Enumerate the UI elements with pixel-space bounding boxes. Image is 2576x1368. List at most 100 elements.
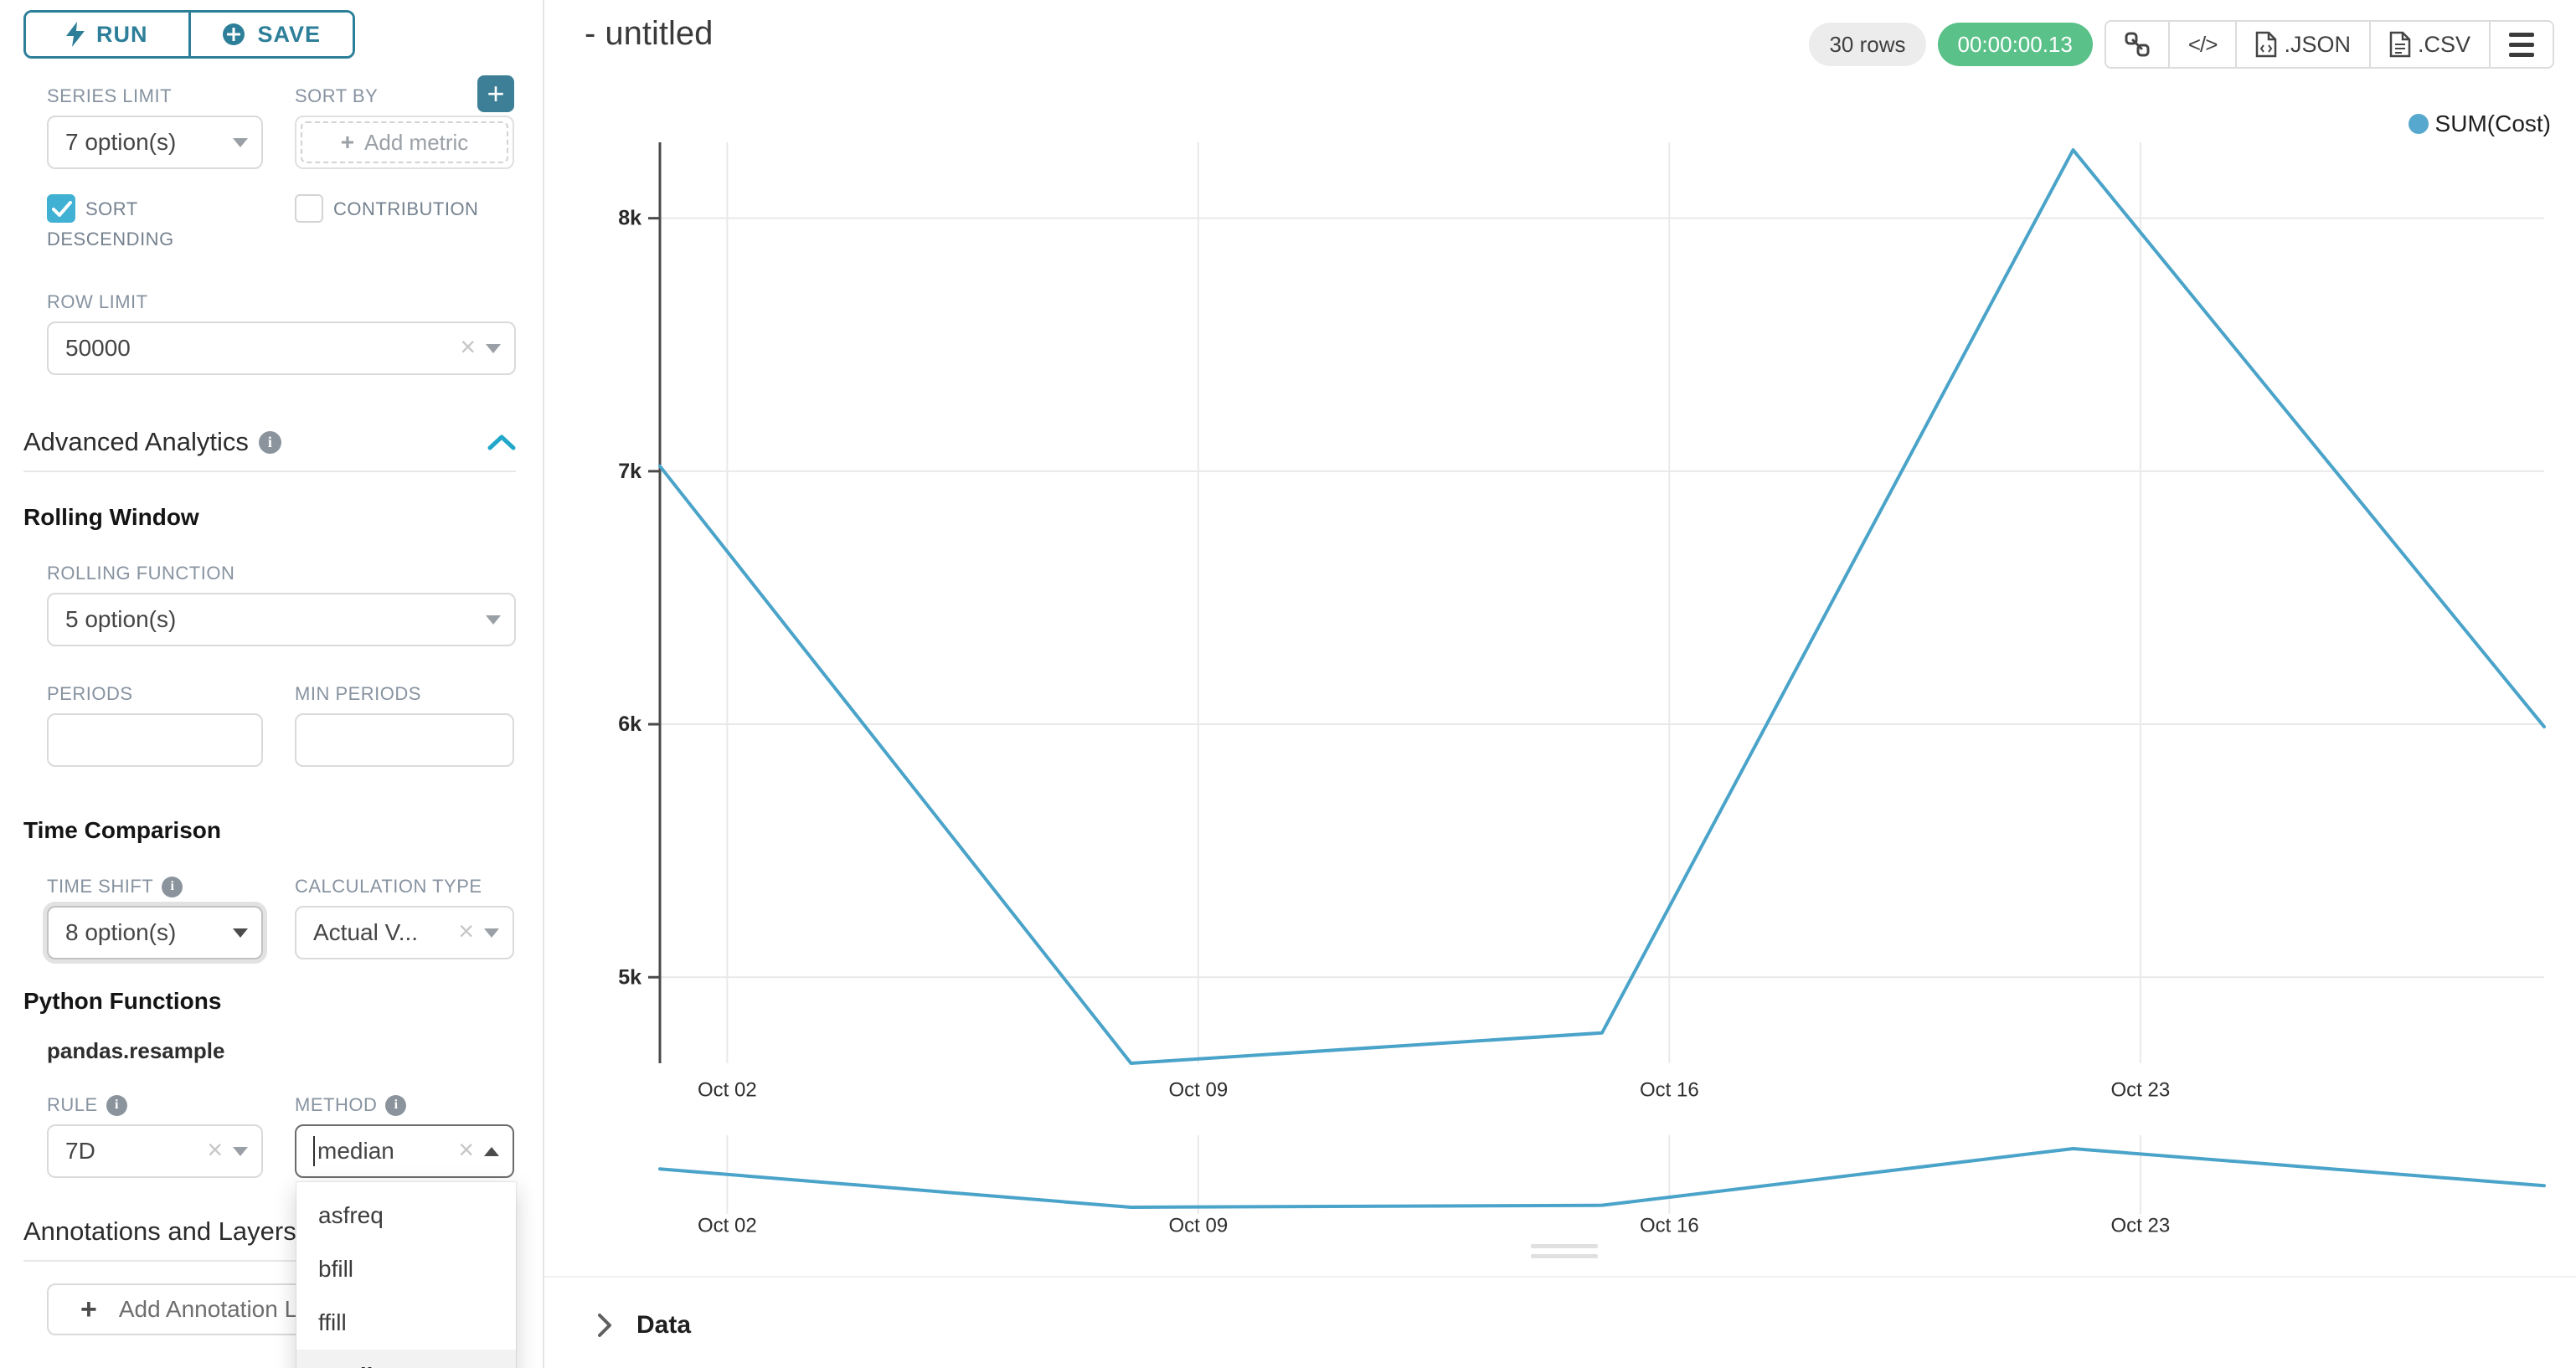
chart-menu-button[interactable]	[2491, 22, 2553, 67]
copy-link-button[interactable]	[2105, 22, 2170, 67]
python-functions-title: Python Functions	[23, 988, 222, 1014]
link-icon	[2125, 32, 2150, 57]
add-metric-placeholder: Add metric	[364, 129, 469, 155]
calculation-type-label: CALCULATION TYPE	[295, 876, 482, 897]
clear-icon[interactable]: ×	[458, 1134, 474, 1165]
export-json-button[interactable]: .JSON	[2237, 22, 2371, 67]
series-limit-select[interactable]: 7 option(s)	[47, 116, 263, 169]
rolling-function-select[interactable]: 5 option(s)	[47, 593, 516, 646]
series-limit-label: SERIES LIMIT	[47, 85, 173, 106]
info-icon: i	[106, 1094, 127, 1116]
file-code-icon	[2256, 31, 2277, 58]
svg-text:Oct 02: Oct 02	[698, 1079, 757, 1102]
sort-descending-label: SORT DESCENDING	[47, 198, 174, 249]
add-sort-metric-button[interactable]: +	[477, 75, 514, 112]
method-option-bfill[interactable]: bfill	[318, 1256, 354, 1282]
line-chart[interactable]: Oct 02 Oct 02 Oct 09 Oct 09 Oct 16 Oct 16 Oct …	[544, 0, 2576, 1368]
save-button[interactable]: SAVE	[188, 13, 353, 56]
export-csv-button[interactable]: .CSV	[2370, 22, 2491, 67]
min-periods-input[interactable]	[295, 713, 514, 767]
method-option-median[interactable]: median	[296, 1350, 516, 1368]
section-divider	[23, 1260, 516, 1262]
text-cursor	[313, 1136, 315, 1166]
calculation-type-control: CALCULATION TYPE Actual V... ×	[295, 876, 514, 959]
method-value: median	[317, 1138, 394, 1164]
rule-value: 7D	[65, 1138, 95, 1164]
run-button[interactable]: RUN	[26, 13, 188, 56]
calculation-type-select[interactable]: Actual V... ×	[295, 906, 514, 959]
row-count-badge: 30 rows	[1809, 23, 1926, 66]
svg-text:5k: 5k	[618, 965, 641, 989]
method-dropdown-list: asfreq bfill ffill median	[296, 1182, 516, 1368]
export-button-group: </> .JSON	[2104, 20, 2554, 69]
embed-code-button[interactable]: </>	[2169, 22, 2238, 67]
min-periods-label: MIN PERIODS	[295, 683, 421, 704]
time-shift-value: 8 option(s)	[65, 919, 177, 945]
annotations-layers-title: Annotations and Layers	[23, 1216, 296, 1246]
rule-select[interactable]: 7D ×	[47, 1124, 263, 1178]
sort-by-add-metric[interactable]: + Add metric	[295, 116, 514, 169]
chevron-down-icon	[486, 343, 501, 353]
series-limit-value: 7 option(s)	[65, 129, 177, 155]
rule-control: RULE i 7D ×	[47, 1094, 263, 1178]
clear-icon[interactable]: ×	[460, 332, 476, 362]
info-icon: i	[385, 1094, 407, 1116]
row-limit-label: ROW LIMIT	[47, 291, 148, 312]
run-save-button-group: RUN SAVE	[23, 10, 355, 59]
time-shift-label: TIME SHIFT	[47, 876, 154, 897]
panel-resize-handle[interactable]	[1531, 1244, 1598, 1258]
data-section-title: Data	[636, 1311, 692, 1339]
chevron-down-icon	[486, 615, 501, 625]
info-icon: i	[162, 876, 183, 897]
time-comparison-title: Time Comparison	[23, 817, 221, 843]
row-limit-select[interactable]: 50000 ×	[47, 321, 516, 375]
periods-input[interactable]	[47, 713, 263, 767]
clear-icon[interactable]: ×	[207, 1134, 223, 1165]
chevron-up-icon	[484, 1146, 499, 1156]
chart-header-actions: 30 rows 00:00:00.13 </>	[1809, 20, 2554, 69]
save-button-label: SAVE	[257, 21, 322, 47]
export-json-label: .JSON	[2284, 31, 2351, 57]
plus-icon: +	[340, 129, 355, 155]
svg-text:Oct 09: Oct 09	[1169, 1079, 1229, 1102]
contribution-control: CONTRIBUTION	[295, 194, 514, 224]
calculation-type-value: Actual V...	[313, 919, 419, 945]
advanced-analytics-header[interactable]: Advanced Analytics i	[23, 427, 516, 457]
row-limit-control: ROW LIMIT 50000 ×	[47, 291, 516, 375]
svg-text:8k: 8k	[618, 207, 641, 230]
control-panel: RUN SAVE SERIES LIMIT 7 option(s)	[0, 0, 544, 1368]
periods-control: PERIODS	[47, 683, 263, 767]
chevron-down-icon	[233, 137, 248, 147]
rolling-window-title: Rolling Window	[23, 504, 199, 530]
svg-text:Oct 09: Oct 09	[1169, 1215, 1229, 1237]
sort-by-label: SORT BY	[295, 85, 379, 106]
legend-dot-icon	[2408, 114, 2429, 134]
time-shift-control: TIME SHIFT i 8 option(s)	[47, 876, 263, 959]
method-option-asfreq[interactable]: asfreq	[318, 1202, 384, 1228]
sort-descending-control: SORT DESCENDING	[47, 194, 240, 255]
rolling-function-label: ROLLING FUNCTION	[47, 563, 235, 584]
clear-icon[interactable]: ×	[458, 916, 474, 946]
rule-label: RULE	[47, 1094, 98, 1115]
method-option-ffill[interactable]: ffill	[318, 1309, 347, 1335]
chart-panel: - untitled 30 rows 00:00:00.13 </>	[544, 0, 2576, 1368]
svg-text:Oct 23: Oct 23	[2111, 1215, 2171, 1237]
data-section-toggle[interactable]: Data	[596, 1311, 2576, 1340]
info-icon: i	[258, 430, 281, 454]
chevron-down-icon	[233, 1146, 248, 1156]
file-text-icon	[2389, 31, 2411, 58]
method-select[interactable]: median ×	[295, 1124, 514, 1178]
contribution-checkbox[interactable]	[295, 194, 323, 223]
contribution-label: CONTRIBUTION	[333, 198, 479, 219]
chevron-down-icon	[484, 928, 499, 938]
time-shift-select[interactable]: 8 option(s)	[47, 906, 263, 959]
min-periods-control: MIN PERIODS	[295, 683, 514, 767]
chevron-up-icon[interactable]	[487, 434, 516, 450]
sort-descending-checkbox[interactable]	[47, 194, 75, 223]
svg-text:Oct 23: Oct 23	[2111, 1079, 2171, 1102]
chart-legend[interactable]: SUM(Cost)	[2408, 111, 2551, 137]
plus-icon: +	[80, 1293, 97, 1325]
plus-circle-icon	[223, 23, 245, 45]
svg-text:7k: 7k	[618, 460, 641, 483]
export-csv-label: .CSV	[2417, 31, 2470, 57]
